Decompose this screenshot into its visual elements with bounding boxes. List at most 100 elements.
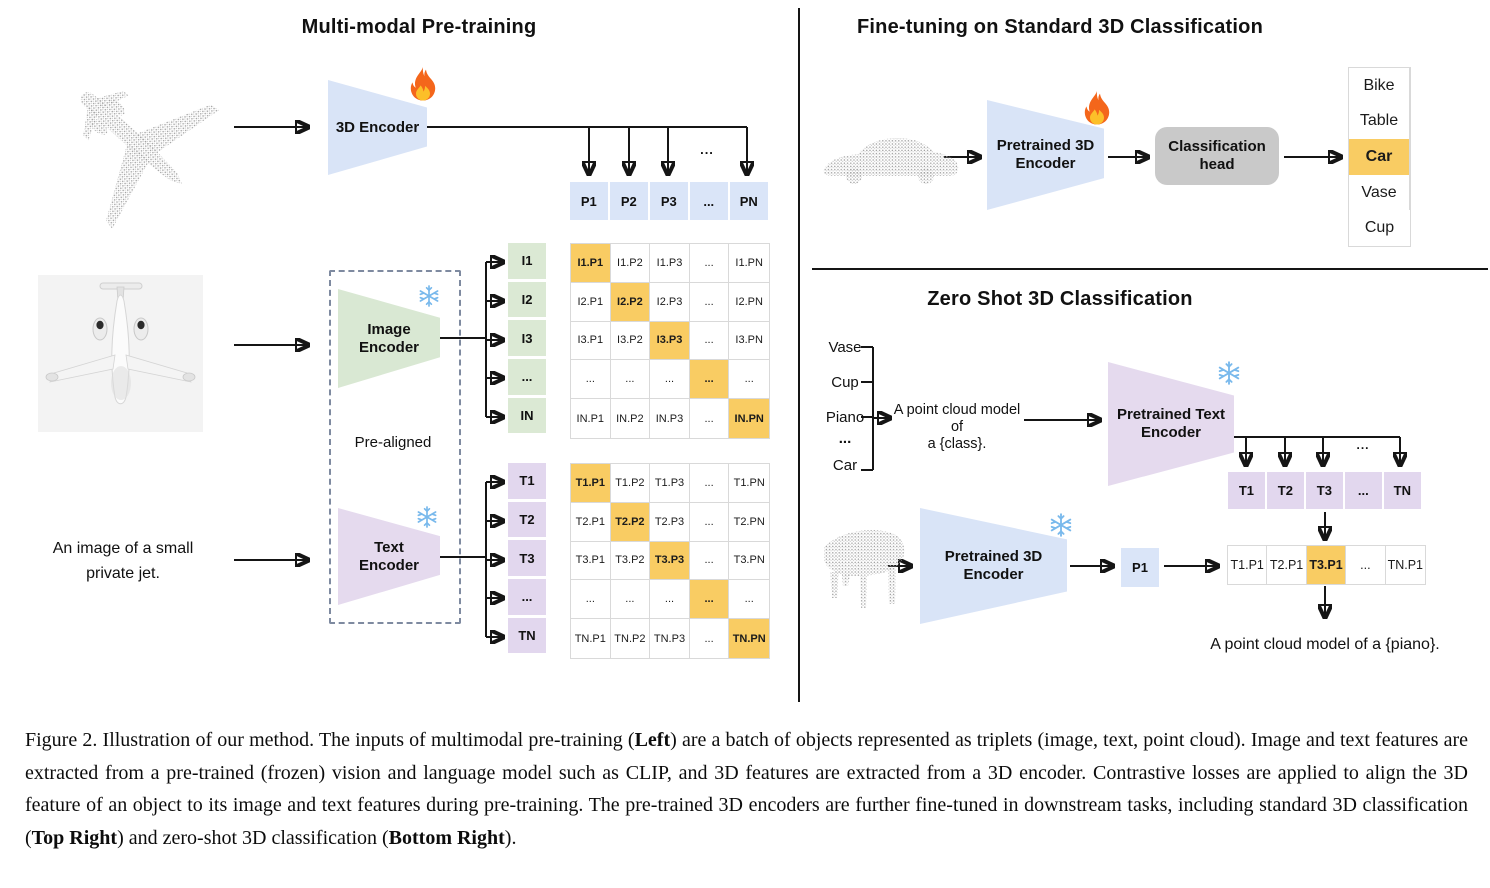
ellipsis-t-drops: ... — [1356, 438, 1370, 452]
tp-cell: T2.P3 — [650, 502, 690, 542]
pretraining-title: Multi-modal Pre-training — [301, 16, 537, 38]
ip-cell: IN.P1 — [571, 399, 611, 438]
finetune-encoder-label: Pretrained 3D Encoder — [996, 137, 1095, 172]
zeroshot-similarity-row: T1.P1 T2.P1 T3.P1... TN.P1 — [1227, 545, 1426, 585]
image-feature-labels: I1 I2 I3... IN — [508, 243, 546, 434]
snowflake-icon — [419, 285, 439, 307]
ellipsis-p-drops: ... — [700, 142, 714, 157]
zeroshot-p1-cell: P1 — [1121, 548, 1159, 587]
p-cell: ... — [689, 182, 728, 220]
zs-t-cell: T2 — [1266, 472, 1304, 509]
text-feature-labels: T1 T2 T3... TN — [508, 463, 546, 654]
ip-cell: I1.PN — [729, 244, 769, 283]
piano-point-cloud — [824, 530, 905, 608]
class-cell: Cup — [1349, 210, 1410, 246]
zeroshot-class: Vase — [828, 338, 862, 356]
t-cell: T2 — [508, 501, 546, 538]
ip-cell: I3.P1 — [571, 321, 611, 361]
zs-tp-cell: TN.P1 — [1385, 546, 1425, 584]
ip-cell: I1.P3 — [650, 244, 690, 283]
tp-cell: ... — [571, 580, 611, 620]
i-cell: I3 — [508, 320, 546, 356]
ip-cell: I3.P3 — [650, 321, 690, 361]
finetune-pretrained-3d-encoder: Pretrained 3D Encoder — [987, 100, 1104, 210]
tp-cell: T3.P3 — [650, 541, 690, 581]
zeroshot-pretrained-text-encoder: Pretrained Text Encoder — [1108, 362, 1234, 486]
i-cell: ... — [508, 359, 546, 395]
pre-aligned-box — [329, 270, 461, 624]
tp-cell: T3.P1 — [571, 541, 611, 581]
zeroshot-class: ... — [838, 429, 852, 447]
t-cell: TN — [508, 617, 546, 654]
airplane-image — [38, 275, 203, 432]
ip-cell: I1.P1 — [571, 244, 611, 283]
ip-cell: ... — [571, 360, 611, 400]
caption-bold-segment: Left — [634, 729, 671, 751]
image-caption-text: An image of a small private jet. — [52, 540, 194, 582]
ip-cell: IN.P3 — [650, 399, 690, 438]
text-point-similarity-matrix: T1.P1 T1.P2 T1.P3... T1.PN T2.P1 T2.P2 T2.P3..… — [570, 463, 770, 659]
zeroshot-class: Car — [832, 456, 858, 474]
caption-bold-segment: Bottom Right — [388, 826, 505, 849]
tp-cell: ... — [689, 541, 730, 581]
snowflake-icon — [1218, 361, 1240, 385]
p-cell: PN — [729, 182, 768, 220]
tp-cell: ... — [689, 502, 730, 542]
ip-cell: ... — [689, 360, 730, 400]
horizontal-panel-divider — [812, 268, 1488, 270]
p-feature-row: P1 P2 P3... PN — [570, 182, 768, 220]
caption-bold-segment: Top Right — [31, 826, 118, 849]
ip-cell: I3.PN — [729, 321, 769, 361]
image-encoder: Image Encoder — [338, 289, 440, 388]
zeroshot-3d-encoder-label: Pretrained 3D Encoder — [944, 548, 1043, 583]
text-encoder-label: Text Encoder — [358, 538, 419, 574]
p-cell: P1 — [570, 182, 608, 220]
ip-cell: ... — [689, 282, 730, 322]
zeroshot-text-feature-row: T1 T2 T3... TN — [1228, 472, 1421, 509]
caption-segment: Figure 2. Illustration of our method. Th… — [25, 729, 635, 751]
t-cell: ... — [508, 579, 546, 615]
ip-cell: ... — [610, 360, 651, 400]
pre-aligned-label: Pre-aligned — [354, 434, 432, 451]
tp-cell: T1.P1 — [571, 464, 611, 503]
classification-head: Classification head — [1155, 127, 1279, 185]
tp-cell: ... — [689, 580, 730, 620]
tp-cell: T1.PN — [729, 464, 769, 503]
class-cell: Vase — [1349, 174, 1410, 211]
tp-cell: TN.PN — [729, 619, 769, 658]
tp-cell: T2.P1 — [571, 502, 611, 542]
caption-segment: ) are a batch of objects represented as … — [25, 729, 1468, 849]
encoder-3d: 3D Encoder — [328, 80, 427, 175]
finetune-class-list: Bike Table Car Vase Cup — [1348, 67, 1411, 247]
zs-t-cell: ... — [1344, 472, 1382, 509]
tp-cell: ... — [650, 580, 690, 620]
tp-cell: TN.P1 — [571, 619, 611, 658]
car-point-cloud — [823, 138, 959, 184]
tp-cell: TN.P2 — [610, 619, 651, 658]
image-encoder-label: Image Encoder — [358, 320, 419, 356]
ip-cell: I2.P2 — [610, 282, 651, 322]
ip-cell: ... — [689, 321, 730, 361]
airplane-point-cloud — [80, 90, 220, 229]
zs-tp-cell: T2.P1 — [1267, 546, 1307, 584]
fire-icon — [410, 67, 436, 101]
i-cell: IN — [508, 397, 546, 434]
zeroshot-class: Piano — [825, 408, 865, 426]
ip-cell: I2.PN — [729, 282, 769, 322]
ip-cell: ... — [689, 244, 730, 283]
zs-t-cell: TN — [1383, 472, 1421, 509]
tp-cell: ... — [689, 464, 730, 503]
zs-t-cell: T1 — [1228, 472, 1265, 509]
t-cell: T3 — [508, 540, 546, 576]
tp-cell: T1.P3 — [650, 464, 690, 503]
ip-cell: I3.P2 — [610, 321, 651, 361]
tp-cell: T2.PN — [729, 502, 769, 542]
t-cell: T1 — [508, 463, 546, 499]
tp-cell: TN.P3 — [650, 619, 690, 658]
tp-cell: ... — [610, 580, 651, 620]
tp-cell: T3.PN — [729, 541, 769, 581]
caption-segment: ). — [504, 826, 517, 849]
class-cell: Car — [1349, 139, 1410, 175]
figure-caption: Figure 2. Illustration of our method. Th… — [25, 724, 1468, 854]
text-encoder: Text Encoder — [338, 508, 440, 605]
